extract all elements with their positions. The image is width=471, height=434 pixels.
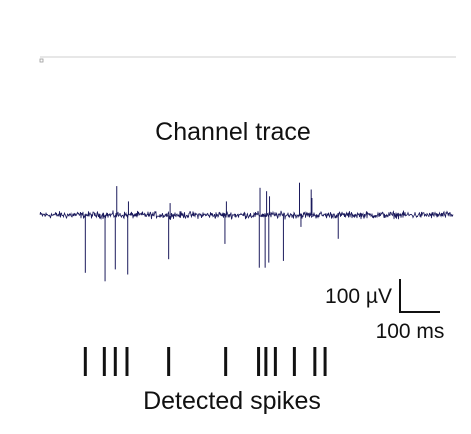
- corner-marker: [39, 58, 44, 63]
- spike-raster: [83, 347, 327, 376]
- scale-bar: 100 µV 100 ms: [325, 279, 444, 343]
- trace-noise-line: [39, 210, 454, 220]
- trace-spike-events: [84, 182, 339, 282]
- scale-bar-amplitude-label: 100 µV: [325, 285, 392, 308]
- trace-plot: [39, 182, 454, 282]
- trace-title: Channel trace: [155, 118, 311, 146]
- spikes-label: Detected spikes: [143, 387, 321, 415]
- scale-bar-time-label: 100 ms: [376, 320, 445, 343]
